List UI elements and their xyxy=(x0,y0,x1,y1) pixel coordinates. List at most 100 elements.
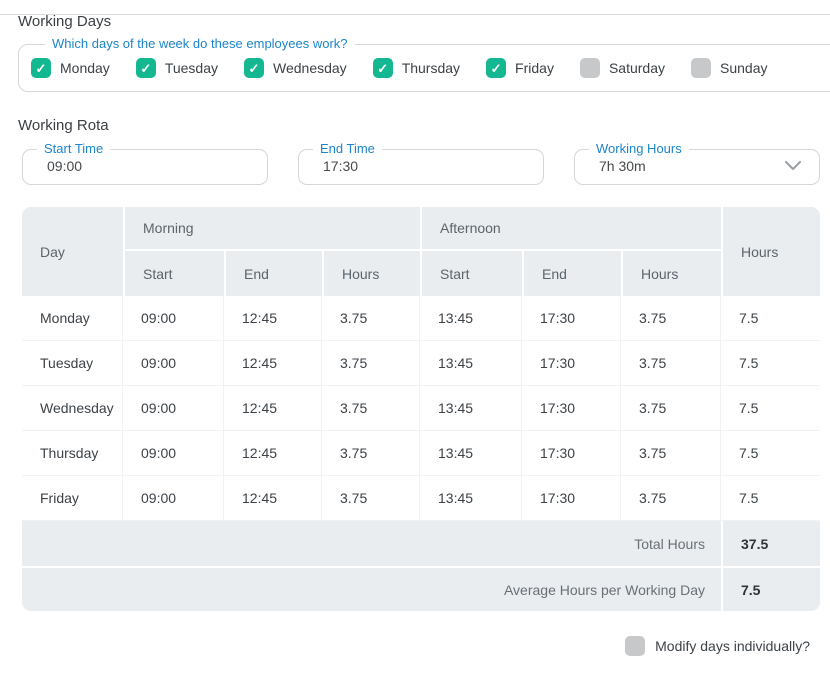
cell-afternoon-hours: 3.75 xyxy=(621,476,721,521)
day-label: Saturday xyxy=(608,60,665,76)
total-hours-row: Total Hours 37.5 xyxy=(22,521,820,566)
day-label: Friday xyxy=(515,60,554,76)
col-header-morning-hours: Hours xyxy=(322,251,420,296)
col-header-afternoon-hours: Hours xyxy=(621,251,721,296)
modify-days-option[interactable]: ✓ Modify days individually? xyxy=(0,636,810,656)
cell-afternoon-hours: 3.75 xyxy=(621,431,721,476)
start-time-label: Start Time xyxy=(44,141,104,156)
cell-morning-end: 12:45 xyxy=(224,476,322,521)
working-days-question: Which days of the week do these employee… xyxy=(52,36,348,51)
check-icon: ✓ xyxy=(377,60,389,76)
cell-day: Monday xyxy=(22,296,123,341)
cell-morning-start: 09:00 xyxy=(123,386,224,431)
modify-days-label: Modify days individually? xyxy=(655,638,810,654)
average-hours-value: 7.5 xyxy=(721,566,820,611)
checkbox[interactable]: ✓ xyxy=(372,58,393,78)
day-checkbox-tuesday[interactable]: ✓ Tuesday xyxy=(135,58,218,78)
day-label: Thursday xyxy=(401,60,461,76)
cell-afternoon-hours: 3.75 xyxy=(621,296,721,341)
cell-afternoon-end: 17:30 xyxy=(522,386,621,431)
start-time-input[interactable] xyxy=(23,156,231,174)
day-checkbox-sunday[interactable]: ✓ Sunday xyxy=(691,58,767,78)
days-row: ✓ Monday ✓ Tuesday ✓ Wednesday ✓ Thursda… xyxy=(31,58,830,78)
day-label: Monday xyxy=(60,60,110,76)
end-time-input[interactable] xyxy=(299,156,507,174)
cell-morning-start: 09:00 xyxy=(123,476,224,521)
cell-day-hours: 7.5 xyxy=(721,476,820,521)
day-checkbox-friday[interactable]: ✓ Friday xyxy=(486,58,554,78)
cell-morning-end: 12:45 xyxy=(224,341,322,386)
cell-afternoon-hours: 3.75 xyxy=(621,386,721,431)
day-checkbox-wednesday[interactable]: ✓ Wednesday xyxy=(244,58,347,78)
cell-day-hours: 7.5 xyxy=(721,296,820,341)
cell-afternoon-end: 17:30 xyxy=(522,341,621,386)
working-hours-label: Working Hours xyxy=(596,141,682,156)
cell-morning-hours: 3.75 xyxy=(322,386,420,431)
checkbox[interactable]: ✓ xyxy=(135,58,156,78)
end-time-field: End Time xyxy=(298,142,544,185)
cell-morning-hours: 3.75 xyxy=(322,341,420,386)
table-row-thursday: Thursday 09:00 12:45 3.75 13:45 17:30 3.… xyxy=(22,431,820,476)
cell-morning-hours: 3.75 xyxy=(322,296,420,341)
col-header-hours: Hours xyxy=(721,207,820,296)
start-time-field: Start Time xyxy=(22,142,268,185)
checkbox[interactable]: ✓ xyxy=(244,58,264,78)
table-row-friday: Friday 09:00 12:45 3.75 13:45 17:30 3.75… xyxy=(22,476,820,521)
cell-afternoon-start: 13:45 xyxy=(420,476,522,521)
top-divider xyxy=(0,14,830,15)
col-header-morning-end: End xyxy=(224,251,322,296)
day-checkbox-thursday[interactable]: ✓ Thursday xyxy=(372,58,461,78)
col-header-morning: Morning xyxy=(123,207,420,251)
cell-afternoon-hours: 3.75 xyxy=(621,341,721,386)
cell-afternoon-start: 13:45 xyxy=(420,431,522,476)
end-time-label: End Time xyxy=(320,141,375,156)
cell-day-hours: 7.5 xyxy=(721,386,820,431)
check-icon: ✓ xyxy=(35,60,47,76)
cell-morning-end: 12:45 xyxy=(224,431,322,476)
day-checkbox-monday[interactable]: ✓ Monday xyxy=(31,58,110,78)
cell-afternoon-end: 17:30 xyxy=(522,296,621,341)
cell-morning-end: 12:45 xyxy=(224,386,322,431)
working-hours-field: Working Hours 7h 30m xyxy=(574,142,820,185)
average-hours-label: Average Hours per Working Day xyxy=(22,566,721,611)
working-hours-value: 7h 30m xyxy=(599,158,646,174)
day-label: Tuesday xyxy=(164,60,218,76)
working-rota-title: Working Rota xyxy=(18,117,109,134)
total-hours-value: 37.5 xyxy=(721,521,820,566)
cell-morning-start: 09:00 xyxy=(123,431,224,476)
checkbox[interactable]: ✓ xyxy=(579,58,600,78)
working-hours-select[interactable]: 7h 30m xyxy=(575,156,819,174)
rota-table: Day Morning Afternoon Hours Start End Ho… xyxy=(22,207,820,611)
check-icon: ✓ xyxy=(490,60,502,76)
cell-morning-start: 09:00 xyxy=(123,341,224,386)
checkbox[interactable]: ✓ xyxy=(31,58,51,78)
cell-morning-hours: 3.75 xyxy=(322,476,420,521)
checkbox[interactable]: ✓ xyxy=(625,636,646,656)
cell-morning-hours: 3.75 xyxy=(322,431,420,476)
cell-day-hours: 7.5 xyxy=(721,341,820,386)
chevron-down-icon[interactable] xyxy=(785,161,801,171)
day-label: Sunday xyxy=(720,60,768,76)
cell-afternoon-start: 13:45 xyxy=(420,296,522,341)
col-header-afternoon-start: Start xyxy=(420,251,522,296)
cell-afternoon-start: 13:45 xyxy=(420,341,522,386)
day-checkbox-saturday[interactable]: ✓ Saturday xyxy=(579,58,665,78)
check-icon: ✓ xyxy=(140,60,152,76)
cell-day: Wednesday xyxy=(22,386,123,431)
checkbox[interactable]: ✓ xyxy=(691,58,711,78)
col-header-afternoon: Afternoon xyxy=(420,207,721,251)
table-row-tuesday: Tuesday 09:00 12:45 3.75 13:45 17:30 3.7… xyxy=(22,341,820,386)
working-days-group: Which days of the week do these employee… xyxy=(18,37,830,92)
checkbox[interactable]: ✓ xyxy=(486,58,507,78)
day-label: Wednesday xyxy=(273,60,347,76)
cell-day: Thursday xyxy=(22,431,123,476)
table-row-wednesday: Wednesday 09:00 12:45 3.75 13:45 17:30 3… xyxy=(22,386,820,431)
col-header-afternoon-end: End xyxy=(522,251,621,296)
col-header-day: Day xyxy=(22,207,123,296)
cell-afternoon-end: 17:30 xyxy=(522,431,621,476)
table-row-monday: Monday 09:00 12:45 3.75 13:45 17:30 3.75… xyxy=(22,296,820,341)
total-hours-label: Total Hours xyxy=(22,521,721,566)
cell-day: Friday xyxy=(22,476,123,521)
check-icon: ✓ xyxy=(248,60,260,76)
working-days-title: Working Days xyxy=(18,13,112,30)
